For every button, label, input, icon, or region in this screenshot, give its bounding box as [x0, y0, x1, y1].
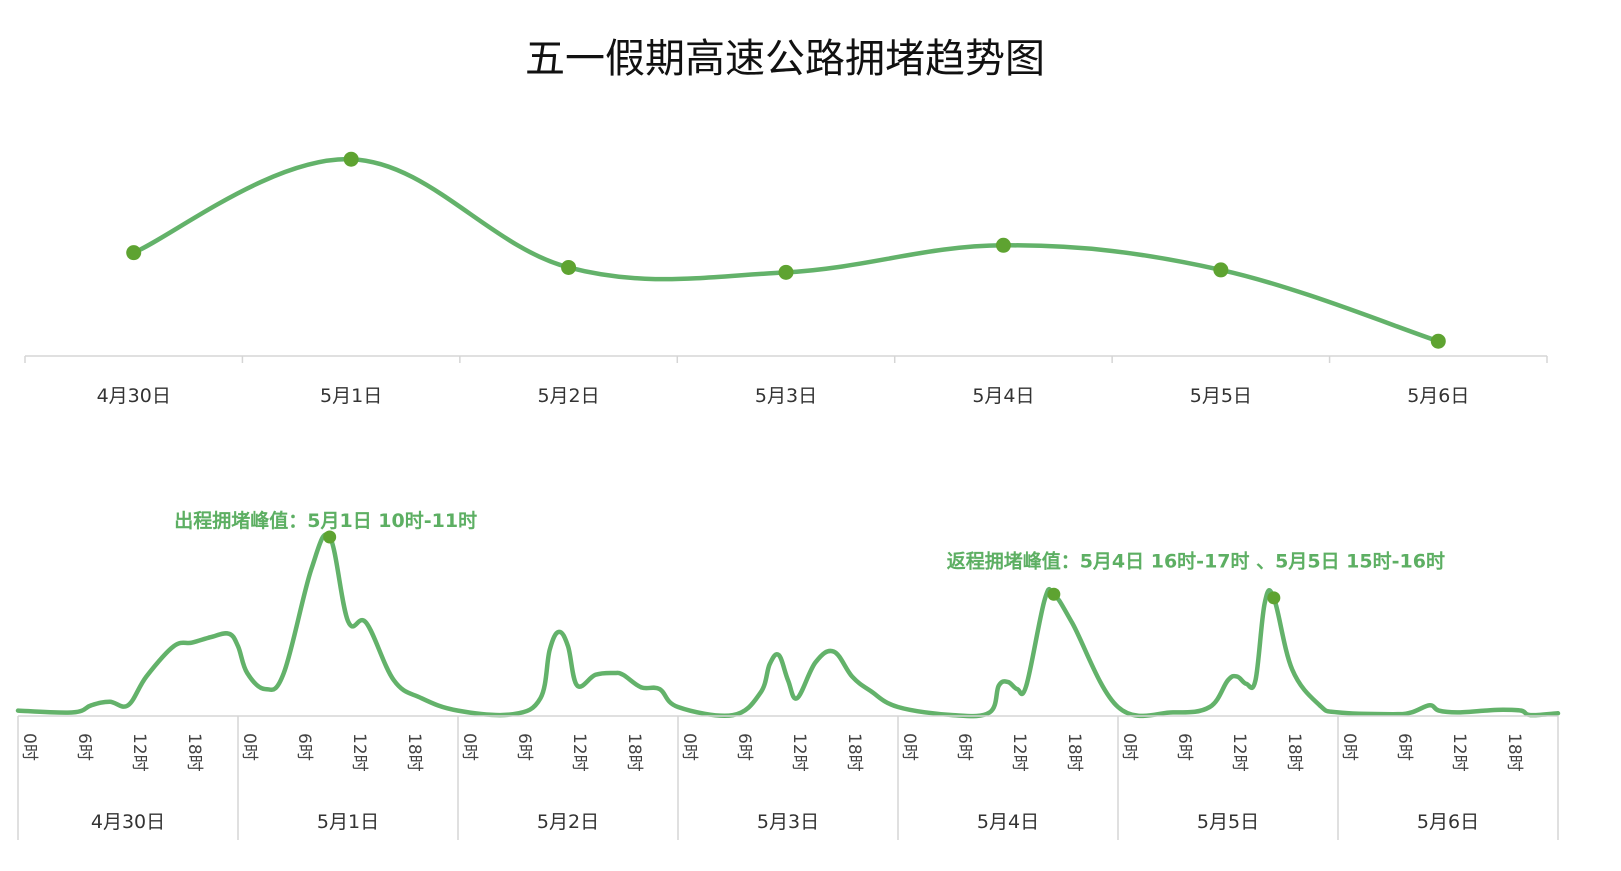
- hour-tick-label: 18时: [844, 733, 864, 772]
- hour-tick-label: 18时: [624, 733, 644, 772]
- hour-tick-label: 12时: [1009, 733, 1029, 772]
- hour-tick-label: 6时: [294, 733, 314, 761]
- day-group-label: 5月1日: [317, 811, 379, 833]
- hour-tick-label: 0时: [239, 733, 259, 761]
- day-group-label: 5月4日: [977, 811, 1039, 833]
- day-group-label: 5月3日: [757, 811, 819, 833]
- day-group-label: 5月2日: [537, 811, 599, 833]
- hour-tick-label: 12时: [349, 733, 369, 772]
- hour-tick-label: 18时: [184, 733, 204, 772]
- daily-x-tick-label: 5月1日: [320, 385, 382, 407]
- daily-data-point: [1213, 262, 1229, 278]
- chart-title: 五一假期高速公路拥堵趋势图: [525, 36, 1045, 82]
- daily-data-point: [343, 151, 359, 167]
- hour-tick-label: 6时: [954, 733, 974, 761]
- hour-tick-label: 6时: [1394, 733, 1414, 761]
- hour-tick-label: 6时: [514, 733, 534, 761]
- hour-tick-label: 0时: [899, 733, 919, 761]
- hour-tick-label: 0时: [1339, 733, 1359, 761]
- hour-tick-label: 12时: [569, 733, 589, 772]
- hour-tick-label: 18时: [1064, 733, 1084, 772]
- hour-tick-label: 0时: [1119, 733, 1139, 761]
- daily-x-tick-label: 5月6日: [1407, 385, 1469, 407]
- hourly-trend-chart: 0时 6时 12时 18时 4月30日 0时 6时 12时 18时 5月1日 0时 6时 12时 18时 5…: [15, 509, 1561, 840]
- day-group-label: 5月5日: [1197, 811, 1259, 833]
- daily-x-tick-label: 5月3日: [755, 385, 817, 407]
- daily-data-point: [995, 237, 1011, 253]
- daily-x-tick-label: 5月5日: [1190, 385, 1252, 407]
- hour-tick-label: 12时: [129, 733, 149, 772]
- peak-marker: [1047, 587, 1061, 601]
- daily-x-tick-label: 5月2日: [537, 385, 599, 407]
- peak-marker: [1267, 591, 1281, 605]
- hour-tick-label: 12时: [1449, 733, 1469, 772]
- hour-tick-label: 0时: [679, 733, 699, 761]
- hour-tick-label: 18时: [1284, 733, 1304, 772]
- hour-tick-label: 12时: [789, 733, 809, 772]
- daily-x-tick-label: 4月30日: [97, 385, 171, 407]
- return-peak-annotation: 返程拥堵峰值：5月4日 16时-17时 、5月5日 15时-16时: [947, 549, 1445, 572]
- hour-tick-label: 18时: [1504, 733, 1524, 772]
- hour-tick-label: 12时: [1229, 733, 1249, 772]
- hourly-trend-line: [15, 532, 1561, 719]
- daily-x-tick-label: 5月4日: [972, 385, 1034, 407]
- hour-tick-label: 6时: [734, 733, 754, 761]
- daily-data-point: [778, 264, 794, 280]
- daily-data-point: [561, 259, 577, 275]
- day-group-label: 5月6日: [1417, 811, 1479, 833]
- daily-data-point: [1430, 333, 1446, 349]
- daily-data-point: [126, 245, 142, 261]
- hour-tick-label: 0时: [19, 733, 39, 761]
- peak-marker: [323, 530, 337, 544]
- daily-trend-line: [131, 156, 1441, 344]
- hour-tick-label: 6时: [1174, 733, 1194, 761]
- outbound-peak-annotation: 出程拥堵峰值：5月1日 10时-11时: [174, 509, 477, 532]
- hour-tick-label: 6时: [74, 733, 94, 761]
- hour-tick-label: 18时: [404, 733, 424, 772]
- daily-trend-chart: 4月30日 5月1日 5月2日 5月3日 5月4日 5月5日 5月6日: [24, 151, 1548, 407]
- day-group-label: 4月30日: [91, 811, 165, 833]
- hour-tick-label: 0时: [459, 733, 479, 761]
